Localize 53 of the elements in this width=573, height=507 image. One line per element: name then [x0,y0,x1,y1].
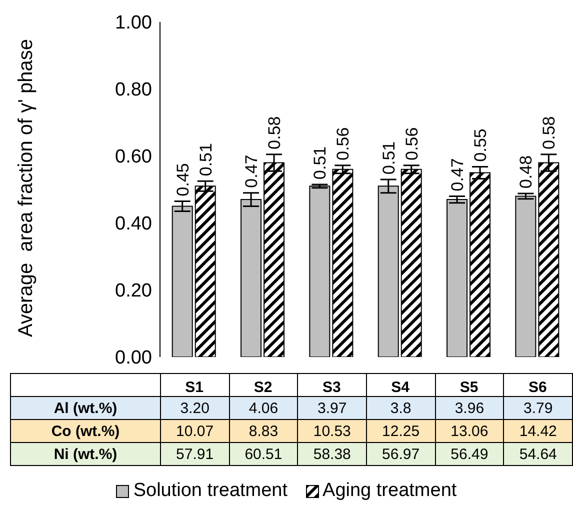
text: 56.97 [382,446,420,462]
data-label: 0.48 [516,155,536,189]
legend-label: Solution treatment [133,480,288,502]
text: 8.83 [248,422,278,440]
bar [309,186,330,357]
data-label: 0.55 [471,128,490,162]
x-tick-label: S6 [528,379,547,396]
y-tick-label: 0.20 [115,280,152,302]
y-tick-label: 0.60 [115,146,152,168]
text: 3.96 [454,400,484,416]
text: 3.79 [524,400,553,416]
data-label: 0.56 [402,127,422,160]
y-tick-label: 1.00 [115,12,152,34]
text: 54.64 [519,446,557,462]
data-label: 0.58 [540,116,559,150]
y-tick-label: 0.80 [115,80,152,101]
data-label: 0.58 [265,116,284,150]
x-tick-label: S1 [185,379,204,396]
text: 13.06 [450,422,488,440]
text: 12.25 [382,422,420,440]
text: 10.07 [176,422,214,440]
legend-label: Aging treatment [322,480,457,502]
text: 57.91 [176,446,214,462]
text: 14.42 [519,422,557,440]
data-label: 0.51 [310,146,330,180]
bar [332,168,354,357]
x-tick-label: S5 [460,379,478,396]
bar [400,168,422,357]
x-tick-label: S2 [254,379,272,396]
category-label: Ni (wt.%) [54,446,118,462]
text: 10.53 [313,422,351,440]
data-label: 0.51 [196,143,216,176]
x-tick-label: S3 [322,379,341,396]
text: 4.06 [248,400,278,416]
data-label: 0.47 [242,154,262,188]
bar [446,199,468,357]
data-label: 0.47 [448,158,468,192]
y-tick-label: 0.40 [115,214,152,235]
y-tick-label: 0.00 [115,348,152,369]
text: 58.38 [313,446,351,462]
data-label: 0.45 [173,163,192,196]
text: 60.51 [244,446,282,462]
data-label: 0.56 [334,127,353,160]
text: 3.20 [180,400,210,416]
y-axis-title: Average area fraction of γ' phase [14,38,38,340]
category-label: Co (wt.%) [51,422,120,440]
category-label: Al (wt.%) [54,400,118,416]
text: 3.97 [318,400,347,416]
x-tick-label: S4 [391,379,410,396]
text: 56.49 [450,446,488,462]
data-label: 0.51 [379,141,398,174]
bar [515,196,536,357]
text: 3.8 [390,400,412,416]
